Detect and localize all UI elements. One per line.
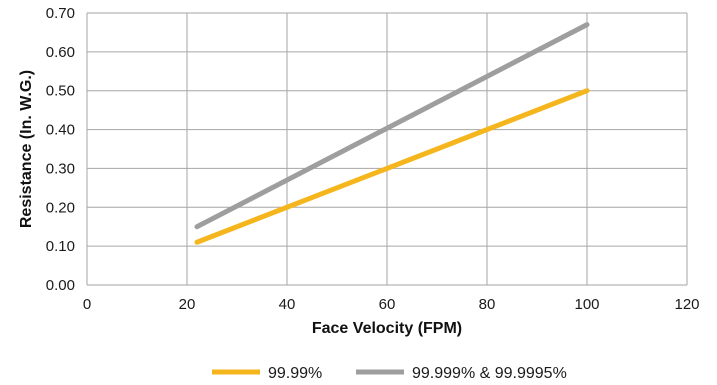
x-tick-label: 120 <box>674 296 699 313</box>
x-tick-label: 20 <box>179 296 196 313</box>
y-tick-label: 0.70 <box>46 5 75 22</box>
x-tick-label: 40 <box>279 296 296 313</box>
y-tick-label: 0.60 <box>46 44 75 61</box>
grid-lines <box>86 12 688 286</box>
series-line <box>194 88 590 245</box>
x-tick-label: 60 <box>379 296 396 313</box>
x-tick-label: 0 <box>83 296 91 313</box>
x-axis-title: Face Velocity (FPM) <box>312 320 462 337</box>
y-tick-label: 0.10 <box>46 238 75 255</box>
y-tick-labels: 0.00 0.10 0.20 0.30 0.40 0.50 0.60 0.70 <box>46 5 75 294</box>
y-tick-label: 0.40 <box>46 122 75 139</box>
x-tick-label: 100 <box>574 296 599 313</box>
x-tick-label: 80 <box>479 296 496 313</box>
y-axis-title: Resistance (In. W.G.) <box>18 70 35 228</box>
legend: 99.99% 99.999% & 99.9995% <box>212 365 567 382</box>
y-tick-label: 0.20 <box>46 199 75 216</box>
legend-label: 99.99% <box>268 365 322 382</box>
y-tick-label: 0.30 <box>46 160 75 177</box>
y-tick-label: 0.00 <box>46 277 75 294</box>
series-line <box>194 22 590 230</box>
series-lines <box>194 22 590 245</box>
legend-label: 99.999% & 99.9995% <box>412 365 567 382</box>
y-tick-label: 0.50 <box>46 83 75 100</box>
x-tick-labels: 0 20 40 60 80 100 120 <box>83 296 700 313</box>
